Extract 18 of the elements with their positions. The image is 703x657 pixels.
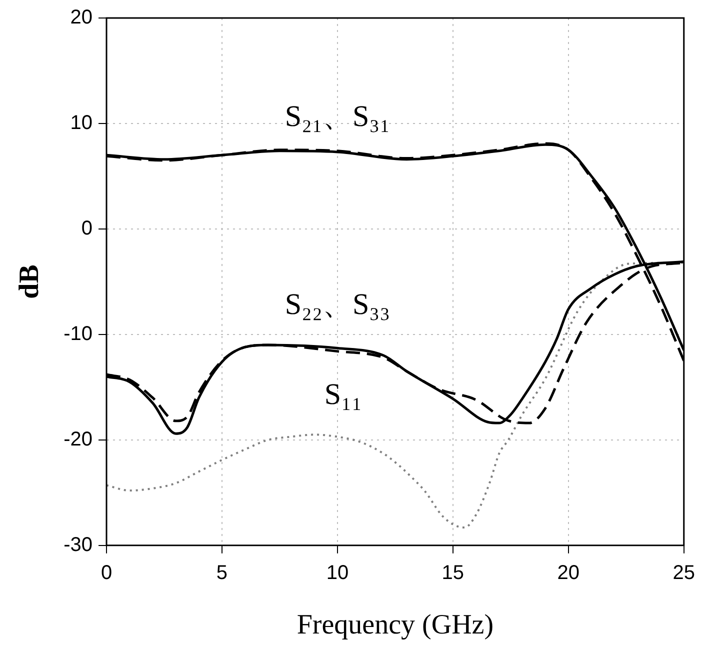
line-series <box>106 262 684 528</box>
x-tick-label: 15 <box>442 562 464 584</box>
y-tick-label: 20 <box>70 6 93 29</box>
x-tick-label: 25 <box>672 562 695 584</box>
y-tick-label: 10 <box>70 112 93 134</box>
x-tick-label: 0 <box>100 562 112 584</box>
y-tick-label: 0 <box>81 217 93 240</box>
y-tick-label: -20 <box>64 428 93 450</box>
annotation: S₁₁ <box>324 378 362 412</box>
annotation: S₂₁、S₃₁ <box>284 100 390 134</box>
annotation: S₂₂、S₃₃ <box>284 288 390 321</box>
x-tick-label: 20 <box>557 562 580 584</box>
y-tick-label: -10 <box>64 322 93 345</box>
x-tick-label: 5 <box>216 562 228 584</box>
x-tick-label: 10 <box>326 562 349 584</box>
y-tick-label: -30 <box>64 534 93 556</box>
y-axis-title: dB <box>14 264 46 299</box>
x-axis-title: Frequency (GHz) <box>296 610 494 641</box>
